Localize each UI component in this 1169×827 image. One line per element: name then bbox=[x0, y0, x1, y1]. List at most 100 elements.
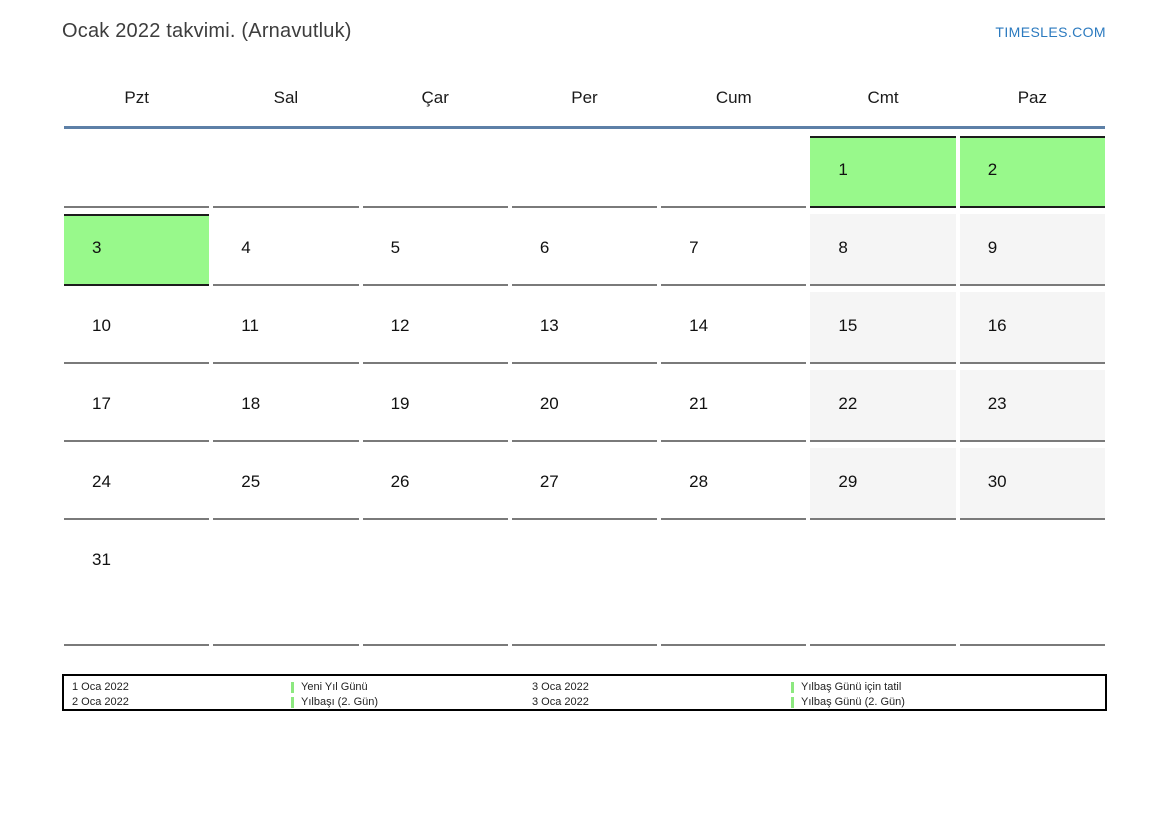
day-cell-23: 23 bbox=[959, 370, 1105, 442]
day-cell-empty bbox=[661, 526, 807, 646]
legend-holiday-label: Yılbaşı (2. Gün) bbox=[301, 696, 379, 708]
day-cell-11: 11 bbox=[213, 292, 359, 364]
day-cell-21: 21 bbox=[661, 370, 807, 442]
calendar-grid: 1 2 3 4 5 6 7 8 9 10 11 12 13 14 15 16 17 18 19 20 21 22 23 24 2… bbox=[64, 136, 1105, 646]
legend-date: 2 Oca 2022 bbox=[72, 696, 129, 708]
day-number: 26 bbox=[390, 472, 410, 491]
day-cell-5: 5 bbox=[362, 214, 508, 286]
day-cell-22: 22 bbox=[810, 370, 956, 442]
day-number: 31 bbox=[92, 550, 111, 569]
legend-date: 3 Oca 2022 bbox=[532, 696, 589, 708]
day-cell-3: 3 bbox=[64, 214, 210, 286]
day-number: 7 bbox=[689, 238, 699, 257]
day-cell-7: 7 bbox=[661, 214, 807, 286]
day-cell-28: 28 bbox=[661, 448, 807, 520]
weekday-header-cmt: Cmt bbox=[867, 88, 899, 107]
day-number: 22 bbox=[838, 394, 858, 413]
day-number: 11 bbox=[241, 316, 259, 335]
holiday-color-bar-icon bbox=[291, 696, 294, 708]
page-title: Ocak 2022 takvimi. (Arnavutluk) bbox=[62, 20, 352, 42]
day-cell-empty bbox=[213, 526, 359, 646]
day-cell-empty bbox=[959, 526, 1105, 646]
legend-date: 1 Oca 2022 bbox=[72, 681, 129, 693]
legend-holiday-label: Yeni Yıl Günü bbox=[301, 681, 368, 693]
day-cell-empty bbox=[213, 136, 359, 208]
day-cell-24: 24 bbox=[64, 448, 210, 520]
legend-date: 3 Oca 2022 bbox=[532, 681, 589, 693]
day-cell-empty bbox=[661, 136, 807, 208]
day-cell-27: 27 bbox=[511, 448, 658, 520]
holiday-color-bar-icon bbox=[291, 681, 294, 693]
day-number: 12 bbox=[390, 316, 410, 335]
day-number: 15 bbox=[838, 316, 858, 335]
day-number: 20 bbox=[539, 394, 559, 413]
month-calendar: Pzt Sal Çar Per Cum Cmt Paz 1 2 3 4 5 6 7 8 9 10 11 12 13 1… bbox=[64, 82, 1105, 646]
day-cell-empty bbox=[362, 136, 508, 208]
day-cell-13: 13 bbox=[511, 292, 658, 364]
day-number: 16 bbox=[987, 316, 1007, 335]
day-number: 4 bbox=[241, 238, 251, 257]
legend-row: 2 Oca 2022 Yılbaşı (2. Gün) 3 Oca 2022 Yılb… bbox=[72, 695, 1097, 709]
day-number: 2 bbox=[987, 160, 998, 179]
day-cell-8: 8 bbox=[810, 214, 956, 286]
day-cell-empty bbox=[511, 526, 658, 646]
day-number: 17 bbox=[92, 394, 111, 413]
day-cell-empty bbox=[810, 526, 956, 646]
day-cell-16: 16 bbox=[959, 292, 1105, 364]
day-number: 29 bbox=[838, 472, 858, 491]
day-cell-6: 6 bbox=[511, 214, 658, 286]
weekday-header-per: Per bbox=[571, 88, 598, 107]
day-number: 5 bbox=[390, 238, 401, 257]
day-number: 6 bbox=[539, 238, 550, 257]
day-number: 28 bbox=[689, 472, 709, 491]
day-cell-14: 14 bbox=[661, 292, 807, 364]
day-cell-18: 18 bbox=[213, 370, 359, 442]
day-cell-25: 25 bbox=[213, 448, 359, 520]
holiday-color-bar-icon bbox=[791, 681, 794, 693]
day-number: 30 bbox=[987, 472, 1007, 491]
day-cell-12: 12 bbox=[362, 292, 508, 364]
day-cell-31: 31 bbox=[64, 526, 210, 646]
weekday-header-sal: Sal bbox=[273, 88, 299, 107]
day-cell-26: 26 bbox=[362, 448, 508, 520]
legend-holiday-name: Yılbaş Günü için tatil bbox=[791, 681, 1097, 693]
day-number: 27 bbox=[539, 472, 559, 491]
legend-row: 1 Oca 2022 Yeni Yıl Günü 3 Oca 2022 Yılbaş … bbox=[72, 680, 1097, 694]
weekday-header-çar: Çar bbox=[421, 88, 449, 107]
day-number: 8 bbox=[838, 238, 848, 257]
day-cell-empty bbox=[362, 526, 508, 646]
day-cell-2: 2 bbox=[959, 136, 1105, 208]
weekday-header-row: Pzt Sal Çar Per Cum Cmt Paz bbox=[64, 82, 1105, 129]
weekday-header-pzt: Pzt bbox=[124, 88, 149, 107]
day-cell-4: 4 bbox=[213, 214, 359, 286]
day-cell-1: 1 bbox=[810, 136, 956, 208]
holiday-color-bar-icon bbox=[791, 696, 794, 708]
day-cell-empty bbox=[511, 136, 658, 208]
legend-holiday-label: Yılbaş Günü (2. Gün) bbox=[801, 696, 905, 708]
day-cell-29: 29 bbox=[810, 448, 956, 520]
legend-holiday-name: Yılbaşı (2. Gün) bbox=[291, 696, 532, 708]
day-number: 18 bbox=[241, 394, 261, 413]
day-number: 21 bbox=[689, 394, 709, 413]
day-number: 19 bbox=[390, 394, 410, 413]
holiday-legend: 1 Oca 2022 Yeni Yıl Günü 3 Oca 2022 Yılbaş … bbox=[62, 674, 1107, 711]
day-number: 14 bbox=[689, 316, 709, 335]
legend-holiday-label: Yılbaş Günü için tatil bbox=[801, 681, 902, 693]
day-cell-20: 20 bbox=[511, 370, 658, 442]
day-number: 1 bbox=[838, 160, 848, 179]
day-number: 24 bbox=[92, 472, 111, 491]
site-link[interactable]: TIMESLES.COM bbox=[995, 24, 1106, 40]
day-cell-17: 17 bbox=[64, 370, 210, 442]
day-cell-15: 15 bbox=[810, 292, 956, 364]
day-number: 10 bbox=[92, 316, 111, 335]
day-number: 13 bbox=[539, 316, 559, 335]
day-cell-10: 10 bbox=[64, 292, 210, 364]
day-number: 23 bbox=[987, 394, 1007, 413]
day-cell-9: 9 bbox=[959, 214, 1105, 286]
weekday-header-cum: Cum bbox=[715, 88, 752, 107]
legend-holiday-name: Yeni Yıl Günü bbox=[291, 681, 532, 693]
day-number: 3 bbox=[92, 238, 102, 257]
day-cell-19: 19 bbox=[362, 370, 508, 442]
weekday-header-paz: Paz bbox=[1017, 88, 1047, 107]
